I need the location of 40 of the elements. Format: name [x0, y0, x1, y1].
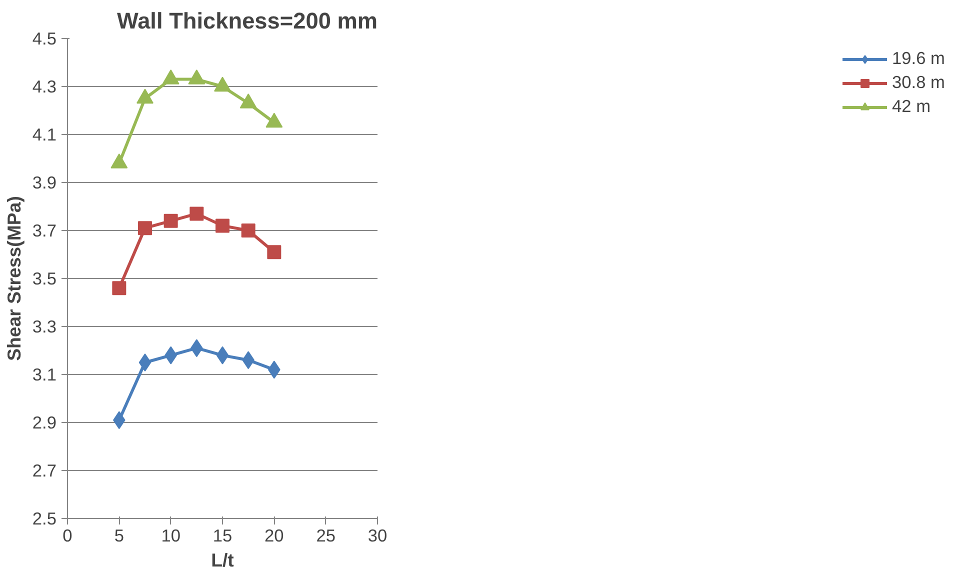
point — [138, 354, 152, 372]
y-tick-label: 2.9 — [32, 412, 57, 432]
point — [188, 70, 206, 84]
legend-label: 19.6 m — [892, 48, 945, 69]
y-tick-label: 3.5 — [32, 268, 57, 288]
x-axis-title: L/t — [211, 550, 234, 570]
y-tick-label: 4.1 — [32, 124, 57, 144]
x-tick-label: 30 — [368, 526, 388, 546]
x-tick-label: 25 — [316, 526, 336, 546]
x-tick-label: 15 — [212, 526, 232, 546]
y-axis-title: Shear Stress(MPa) — [3, 196, 24, 361]
point — [267, 245, 282, 260]
point — [190, 206, 204, 221]
point — [214, 76, 231, 92]
point — [240, 94, 257, 108]
point — [164, 214, 178, 228]
y-tick-label: 3.7 — [32, 220, 57, 240]
y-tick-label: 4.5 — [32, 28, 57, 48]
point — [216, 346, 229, 364]
y-tick-label: 2.5 — [32, 508, 57, 528]
legend-label: 42 m — [892, 96, 931, 117]
point — [112, 281, 126, 296]
y-tick-label: 4.3 — [32, 76, 57, 96]
x-tick-label: 0 — [62, 526, 72, 546]
point — [241, 224, 256, 238]
x-tick-label: 20 — [264, 526, 284, 546]
point — [266, 112, 283, 128]
x-tick-label: 10 — [161, 526, 180, 546]
chart-title: Wall Thickness=200 mm — [117, 8, 378, 34]
y-tick-label: 3.1 — [32, 364, 57, 384]
point — [138, 221, 152, 236]
y-tick-label: 2.7 — [32, 460, 57, 480]
y-tick-label: 3.9 — [32, 172, 57, 192]
point — [110, 154, 128, 168]
point — [136, 88, 154, 104]
y-tick-label: 3.3 — [32, 316, 57, 336]
legend-label: 30.8 m — [892, 72, 945, 93]
point — [216, 218, 230, 233]
x-tick-label: 5 — [114, 526, 124, 546]
point — [162, 70, 180, 84]
